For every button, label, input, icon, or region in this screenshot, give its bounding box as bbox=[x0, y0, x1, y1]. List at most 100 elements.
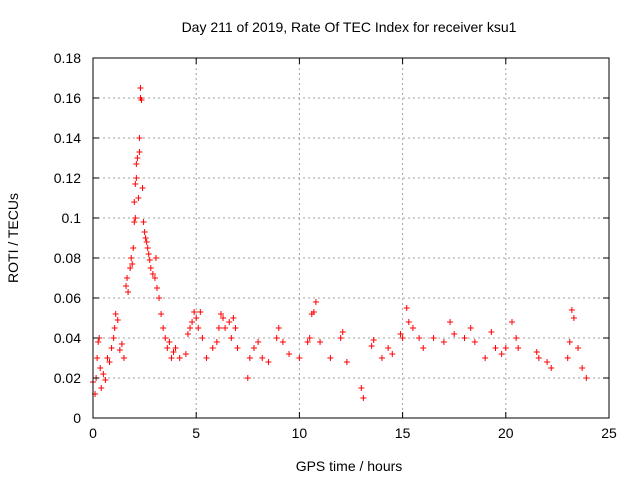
data-point bbox=[306, 335, 313, 341]
data-point bbox=[135, 195, 142, 201]
data-points bbox=[90, 85, 590, 401]
data-point bbox=[130, 245, 137, 251]
data-point bbox=[370, 337, 377, 343]
data-point bbox=[508, 319, 515, 325]
data-point bbox=[131, 219, 138, 225]
data-point bbox=[164, 345, 171, 351]
data-point bbox=[112, 311, 119, 317]
data-point bbox=[134, 155, 141, 161]
data-point bbox=[133, 161, 140, 167]
data-point bbox=[203, 355, 210, 361]
data-point bbox=[170, 349, 177, 355]
data-point bbox=[133, 175, 140, 181]
chart-title: Day 211 of 2019, Rate Of TEC Index for r… bbox=[182, 19, 517, 35]
data-point bbox=[104, 355, 111, 361]
data-point bbox=[123, 283, 130, 289]
data-point bbox=[259, 355, 266, 361]
data-point bbox=[533, 349, 540, 355]
y-tick-label: 0.12 bbox=[54, 170, 81, 186]
x-tick-label: 10 bbox=[292, 425, 308, 441]
y-tick-label: 0.08 bbox=[54, 250, 81, 266]
data-point bbox=[488, 329, 495, 335]
grid bbox=[93, 58, 609, 418]
data-point bbox=[182, 351, 189, 357]
y-tick-label: 0.06 bbox=[54, 290, 81, 306]
data-point bbox=[136, 149, 143, 155]
data-point bbox=[111, 325, 118, 331]
data-point bbox=[416, 335, 423, 341]
data-point bbox=[368, 343, 375, 349]
y-axis-label: ROTI / TECUs bbox=[5, 193, 21, 283]
data-point bbox=[140, 219, 147, 225]
data-point bbox=[153, 285, 160, 291]
data-point bbox=[152, 255, 159, 261]
data-point bbox=[143, 239, 150, 245]
data-point bbox=[399, 335, 406, 341]
y-tick-label: 0.14 bbox=[54, 130, 81, 146]
y-tick-label: 0.16 bbox=[54, 90, 81, 106]
data-point bbox=[409, 325, 416, 331]
data-point bbox=[168, 355, 175, 361]
data-point bbox=[141, 229, 148, 235]
data-point bbox=[513, 335, 520, 341]
data-point bbox=[209, 345, 216, 351]
data-point bbox=[128, 255, 135, 261]
data-point bbox=[213, 339, 220, 345]
data-point bbox=[579, 365, 586, 371]
data-point bbox=[440, 339, 447, 345]
data-point bbox=[570, 315, 577, 321]
y-tick-label: 0.18 bbox=[54, 50, 81, 66]
data-point bbox=[116, 347, 123, 353]
data-point bbox=[184, 331, 191, 337]
data-point bbox=[110, 335, 117, 341]
x-tick-label: 5 bbox=[192, 425, 200, 441]
data-point bbox=[114, 317, 121, 323]
data-point bbox=[420, 345, 427, 351]
data-point bbox=[279, 339, 286, 345]
data-point bbox=[535, 355, 542, 361]
data-point bbox=[146, 257, 153, 263]
data-point bbox=[137, 85, 144, 91]
data-point bbox=[136, 135, 143, 141]
data-point bbox=[193, 315, 200, 321]
data-point bbox=[172, 345, 179, 351]
data-point bbox=[339, 329, 346, 335]
data-point bbox=[286, 351, 293, 357]
data-point bbox=[222, 325, 229, 331]
data-point bbox=[228, 335, 235, 341]
data-point bbox=[138, 97, 145, 103]
data-point bbox=[142, 235, 149, 241]
data-point bbox=[389, 351, 396, 357]
data-point bbox=[583, 375, 590, 381]
data-point bbox=[217, 311, 224, 317]
y-tick-label: 0.02 bbox=[54, 370, 81, 386]
y-tick-label: 0.04 bbox=[54, 330, 81, 346]
data-point bbox=[226, 319, 233, 325]
data-point bbox=[232, 325, 239, 331]
data-point bbox=[358, 385, 365, 391]
data-point bbox=[95, 339, 102, 345]
data-point bbox=[220, 315, 227, 321]
data-point bbox=[166, 339, 173, 345]
data-point bbox=[189, 319, 196, 325]
data-point bbox=[94, 355, 101, 361]
data-point bbox=[337, 335, 344, 341]
data-point bbox=[250, 345, 257, 351]
x-tick-label: 25 bbox=[601, 425, 617, 441]
data-point bbox=[144, 245, 151, 251]
x-tick-label: 0 bbox=[89, 425, 97, 441]
data-point bbox=[548, 365, 555, 371]
data-point bbox=[129, 261, 136, 267]
data-point bbox=[544, 359, 551, 365]
data-point bbox=[195, 325, 202, 331]
data-point bbox=[255, 339, 262, 345]
x-tick-label: 15 bbox=[395, 425, 411, 441]
data-point bbox=[492, 345, 499, 351]
data-point bbox=[102, 377, 109, 383]
data-point bbox=[430, 335, 437, 341]
data-point bbox=[471, 339, 478, 345]
data-point bbox=[566, 339, 573, 345]
data-point bbox=[199, 335, 206, 341]
